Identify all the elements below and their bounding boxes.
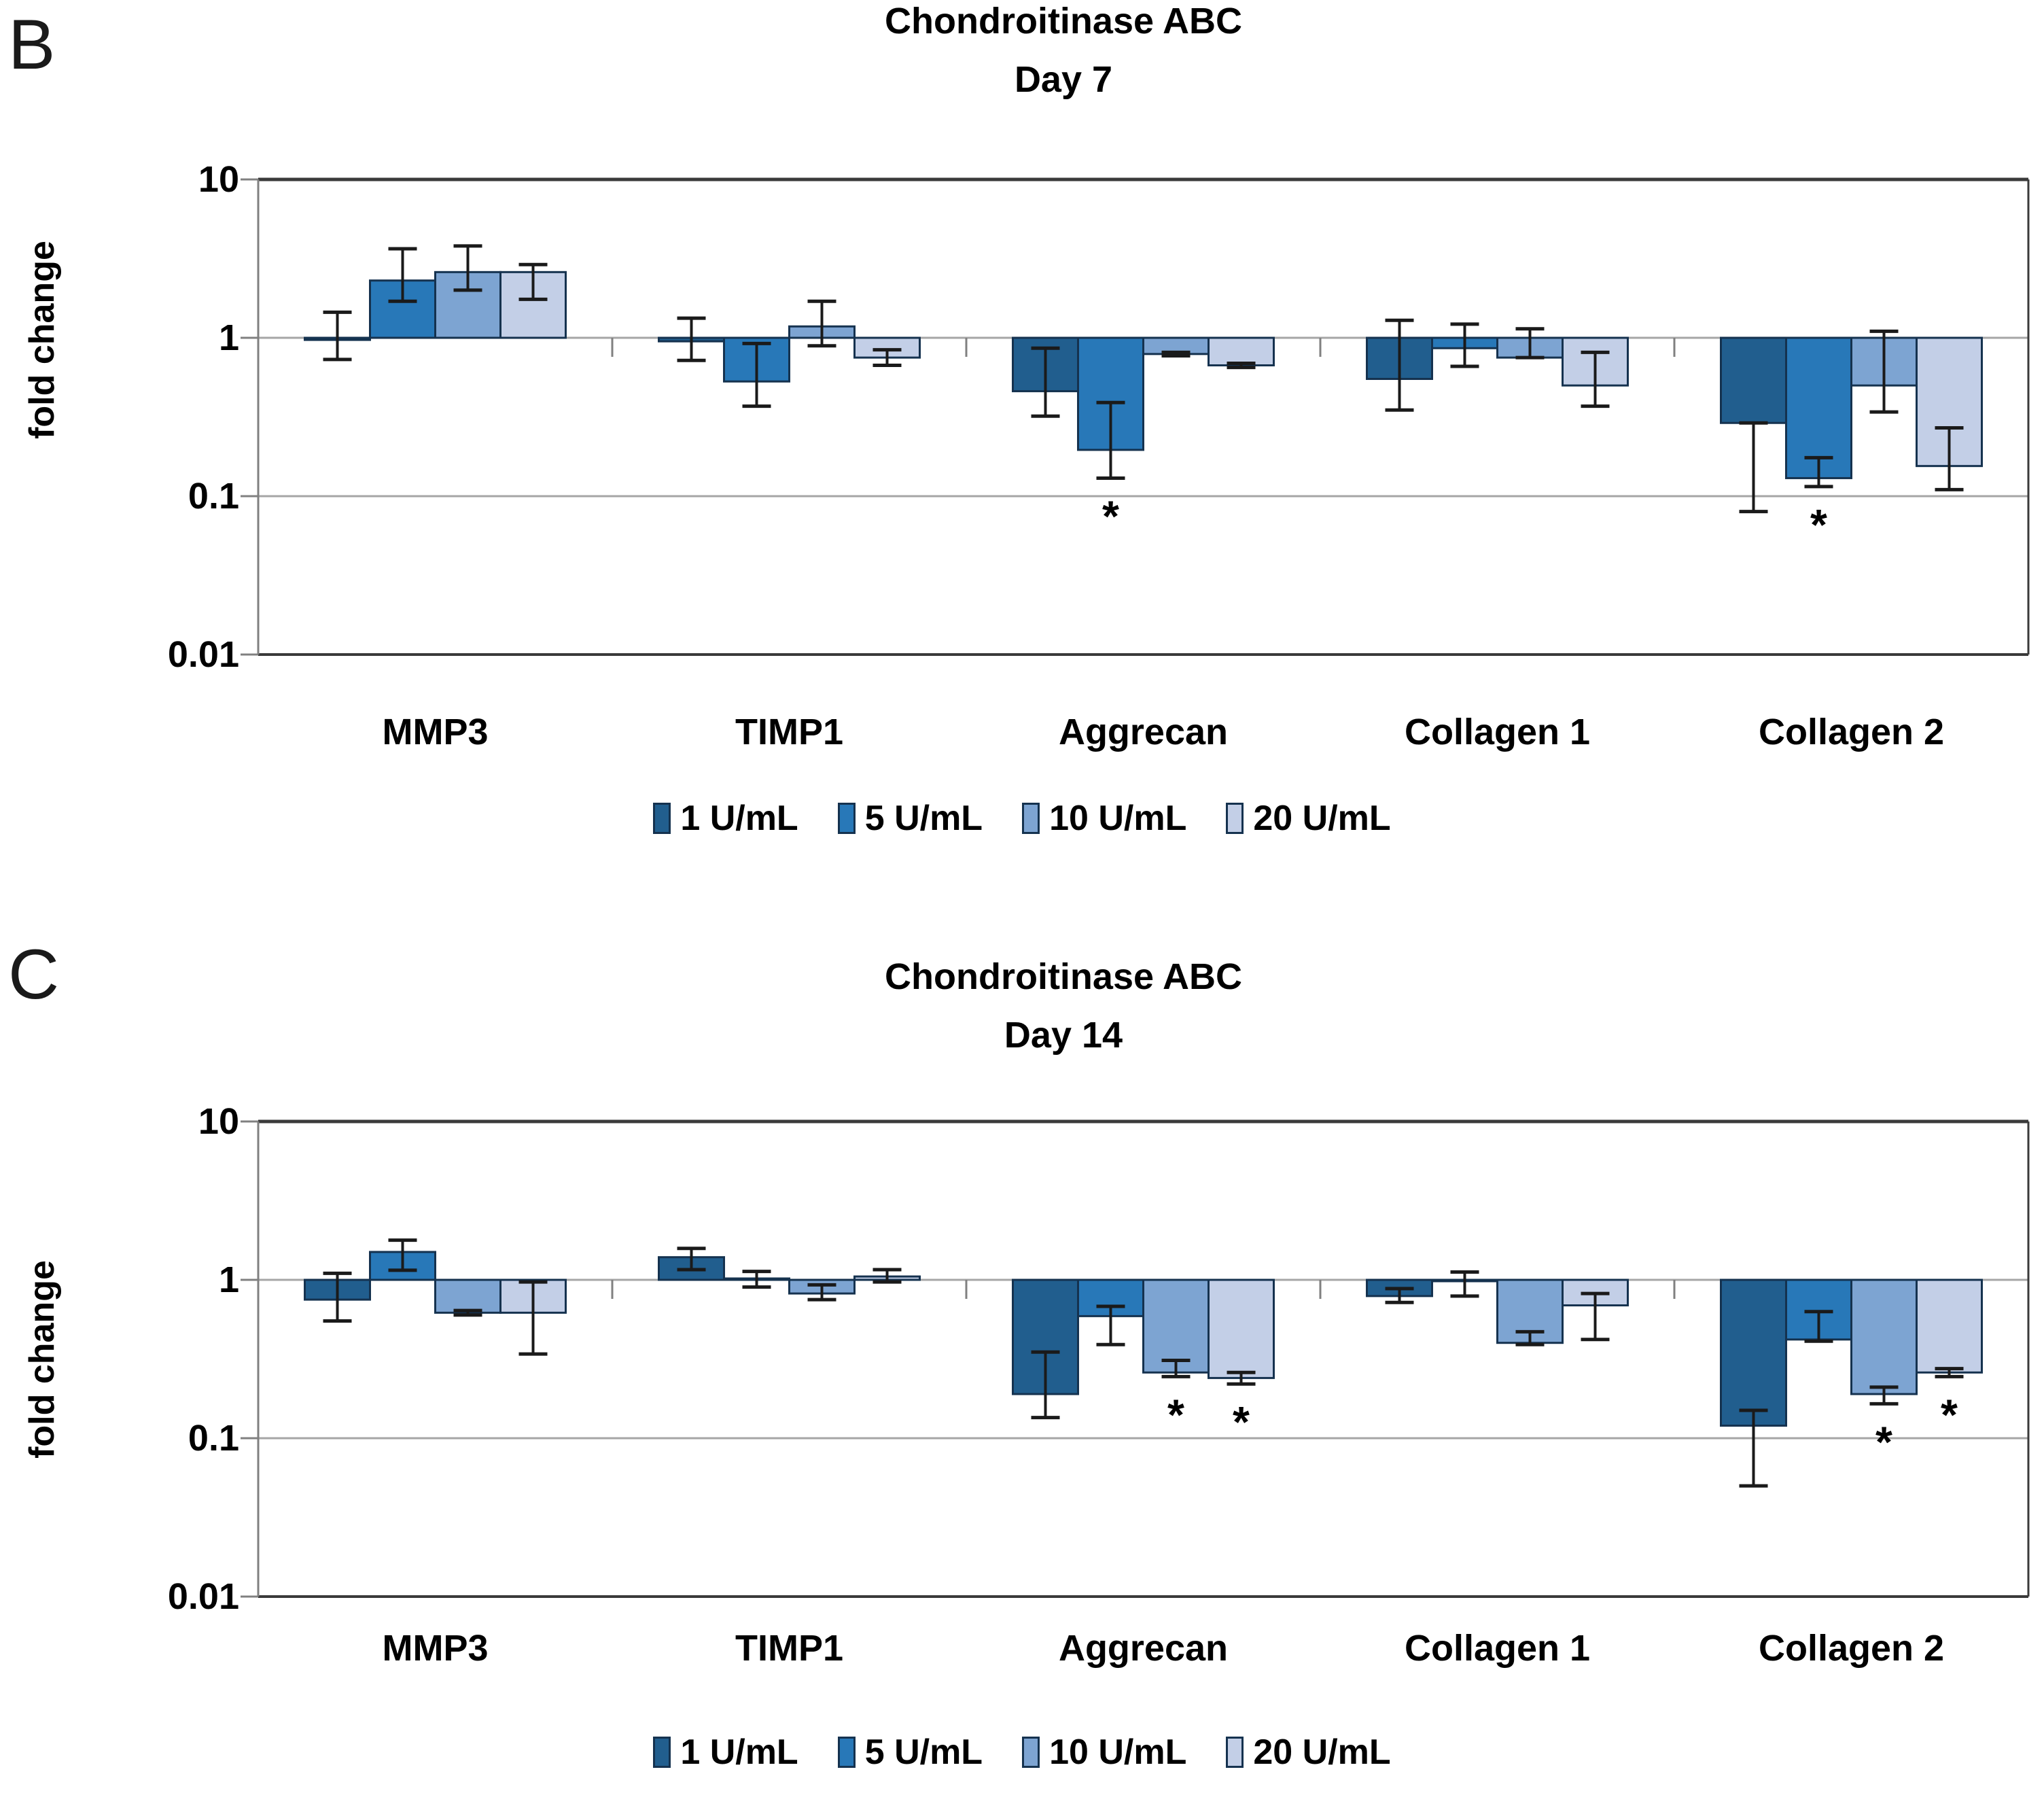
significance-asterisk: * xyxy=(1941,1390,1958,1439)
significance-asterisk: * xyxy=(1102,491,1119,540)
chart-subtitle-b: Day 7 xyxy=(1014,59,1113,100)
legend: 1 U/mL 5 U/mL 10 U/mL 20 U/mL xyxy=(0,1735,2044,1770)
legend-swatch-icon xyxy=(837,803,856,834)
bar xyxy=(1720,336,1787,424)
legend-label: 10 U/mL xyxy=(1049,1733,1187,1772)
chart-title-b: Chondroitinase ABC xyxy=(885,1,1242,41)
legend-swatch-icon xyxy=(653,803,671,834)
legend-item: 1 U/mL xyxy=(653,801,798,836)
significance-asterisk: * xyxy=(1875,1417,1892,1466)
legend-swatch-icon xyxy=(1226,1737,1244,1768)
y-tick-label: 10 xyxy=(198,1101,239,1142)
legend-item: 20 U/mL xyxy=(1226,799,1391,838)
legend-swatch-icon xyxy=(1022,1737,1040,1768)
x-category-label: MMP3 xyxy=(382,712,489,752)
legend-item: 20 U/mL xyxy=(1226,1733,1391,1772)
x-category-label: Collagen 2 xyxy=(1758,1628,1945,1669)
panel-letter-c: C xyxy=(8,935,60,1014)
y-tick-label: 0.1 xyxy=(188,476,239,517)
x-category-label: TIMP1 xyxy=(735,1628,844,1669)
legend-label: 10 U/mL xyxy=(1049,799,1187,838)
legend-label: 20 U/mL xyxy=(1253,799,1391,838)
x-category-label: MMP3 xyxy=(382,1628,489,1669)
legend-label: 5 U/mL xyxy=(864,799,983,838)
x-category-label: TIMP1 xyxy=(735,712,844,752)
bar xyxy=(1142,1278,1210,1374)
legend-item: 5 U/mL xyxy=(837,799,983,838)
x-category-label: Collagen 1 xyxy=(1404,1628,1591,1669)
y-tick-label: 1 xyxy=(218,1259,239,1300)
panel-letter-b: B xyxy=(8,5,56,84)
significance-asterisk: * xyxy=(1233,1397,1250,1446)
chart-subtitle-c: Day 14 xyxy=(1004,1015,1123,1056)
y-tick-label: 0.1 xyxy=(188,1418,239,1459)
legend-swatch-icon xyxy=(1226,803,1244,834)
legend-item: 5 U/mL xyxy=(837,1733,983,1772)
legend-swatch-icon xyxy=(1022,803,1040,834)
legend-item: 10 U/mL xyxy=(1022,1735,1186,1770)
y-tick-label: 10 xyxy=(198,159,239,200)
legend: 1 U/mL 5 U/mL 10 U/mL 20 U/mL xyxy=(0,801,2044,836)
bar xyxy=(1208,1278,1275,1379)
bar xyxy=(1850,1278,1918,1395)
legend-label: 5 U/mL xyxy=(864,1733,983,1772)
y-tick-label: 0.01 xyxy=(167,634,239,675)
chart-title-c: Chondroitinase ABC xyxy=(885,956,1242,997)
legend-label: 1 U/mL xyxy=(680,1733,798,1772)
bar xyxy=(1785,336,1852,479)
significance-asterisk: * xyxy=(1810,500,1827,549)
y-tick-label: 0.01 xyxy=(167,1576,239,1617)
legend-label: 1 U/mL xyxy=(680,799,798,838)
x-category-label: Aggrecan xyxy=(1058,1628,1229,1669)
bar xyxy=(1720,1278,1787,1427)
legend-label: 20 U/mL xyxy=(1253,1733,1391,1772)
bar xyxy=(1208,336,1275,367)
x-category-label: Collagen 1 xyxy=(1404,712,1591,752)
legend-item: 1 U/mL xyxy=(653,1735,798,1770)
x-category-label: Collagen 2 xyxy=(1758,712,1945,752)
x-category-label: Aggrecan xyxy=(1058,712,1229,752)
legend-swatch-icon xyxy=(837,1737,856,1768)
legend-item: 10 U/mL xyxy=(1022,801,1186,836)
legend-swatch-icon xyxy=(653,1737,671,1768)
y-tick-label: 1 xyxy=(218,317,239,358)
significance-asterisk: * xyxy=(1167,1390,1184,1439)
